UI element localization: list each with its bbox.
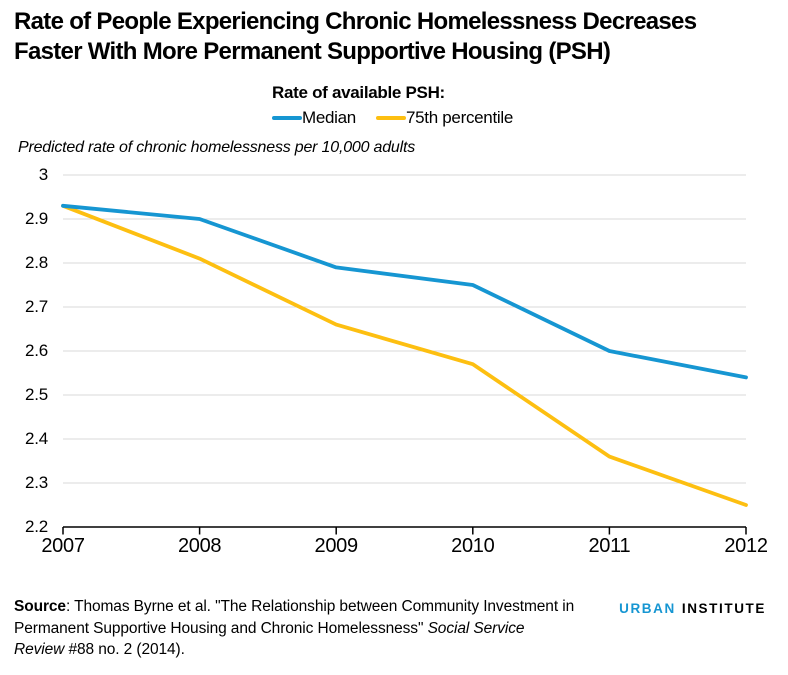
y-tick-label: 2.3 xyxy=(24,473,48,492)
y-tick-label: 2.6 xyxy=(24,341,48,360)
legend-item-median: Median xyxy=(272,108,356,128)
x-tick-label: 2012 xyxy=(724,535,768,557)
source-text: Social Service xyxy=(427,619,525,637)
source-line: Permanent Supportive Housing and Chronic… xyxy=(14,618,574,640)
source-line: Source: Thomas Byrne et al. "The Relatio… xyxy=(14,596,574,618)
legend: Rate of available PSH: Median 75th percen… xyxy=(272,83,533,128)
urban-institute-logo: URBAN INSTITUTE xyxy=(619,601,766,616)
y-axis-note: Predicted rate of chronic homelessness p… xyxy=(18,139,416,156)
source-text: : Thomas Byrne et al. "The Relationship … xyxy=(65,598,575,615)
y-tick-label: 2.7 xyxy=(24,297,48,316)
legend-title: Rate of available PSH: xyxy=(272,83,445,102)
legend-label: Median xyxy=(302,108,356,127)
source-text: #88 no. 2 (2014). xyxy=(64,641,185,658)
chart-title-line1: Rate of People Experiencing Chronic Home… xyxy=(14,8,697,35)
legend-item-75th-percentile: 75th percentile xyxy=(375,108,513,128)
y-tick-label: 2.9 xyxy=(24,209,48,228)
line-median xyxy=(61,203,748,380)
source-text: Permanent Supportive Housing and Chronic… xyxy=(14,619,428,637)
source-text: Source xyxy=(14,598,66,615)
y-tick-label: 2.2 xyxy=(24,517,48,536)
source-line: Review #88 no. 2 (2014). xyxy=(14,639,574,661)
y-tick-label: 3 xyxy=(38,165,48,184)
logo-urban: URBAN xyxy=(619,601,676,616)
x-tick-label: 2008 xyxy=(177,535,222,557)
y-tick-label: 2.5 xyxy=(24,385,48,404)
source-text: Review xyxy=(14,641,65,658)
line-75th-percentile xyxy=(61,203,748,507)
x-tick-label: 2011 xyxy=(588,535,631,557)
logo-institute: INSTITUTE xyxy=(681,601,766,616)
x-tick-label: 2007 xyxy=(41,535,85,557)
chart-title-line2: Faster With More Permanent Supportive Ho… xyxy=(14,38,611,65)
legend-items: Median 75th percentile xyxy=(272,108,533,128)
chart-title: Rate of People Experiencing Chronic Home… xyxy=(14,7,697,67)
source-note: Source: Thomas Byrne et al. "The Relatio… xyxy=(14,596,574,661)
y-tick-label: 2.8 xyxy=(24,253,48,272)
legend-swatch xyxy=(272,116,302,120)
legend-label: 75th percentile xyxy=(405,108,513,127)
x-tick-label: 2009 xyxy=(314,535,359,557)
y-tick-label: 2.4 xyxy=(24,429,48,448)
x-tick-label: 2010 xyxy=(451,535,495,557)
legend-swatch xyxy=(375,116,406,120)
